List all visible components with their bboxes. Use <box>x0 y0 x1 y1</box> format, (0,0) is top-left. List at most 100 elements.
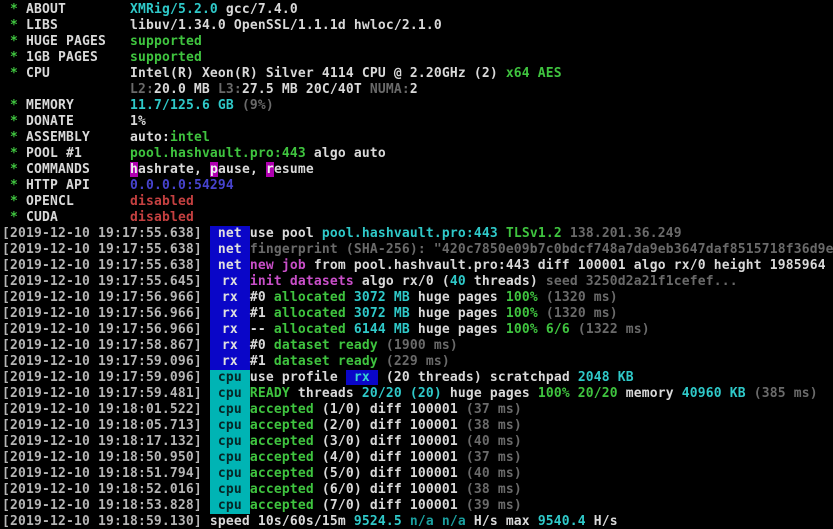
text-segment: LIBS <box>26 18 130 33</box>
timestamp: [2019-12-10 19:17:55.645] <box>2 274 202 289</box>
log-line: [2019-12-10 19:18:53.828] cpu accepted (7/… <box>2 498 833 514</box>
text-segment: 138.201.36.249 <box>569 226 682 241</box>
text-segment: * <box>2 2 26 17</box>
rx-badge: rx <box>209 354 250 370</box>
text-segment: seed 3250d2a21f1cefef... <box>545 274 738 289</box>
text-segment: (4/0) diff 100001 <box>321 450 466 465</box>
text-segment: (1322 ms) <box>577 322 650 337</box>
text-segment: H/s max <box>473 514 538 529</box>
timestamp: [2019-12-10 19:18:59.130] <box>2 514 202 529</box>
timestamp: [2019-12-10 19:17:58.867] <box>2 338 202 353</box>
text-segment: libuv/1.34.0 OpenSSL/1.1.1d hwloc/2.1.0 <box>129 18 442 33</box>
timestamp: [2019-12-10 19:18:53.828] <box>2 498 202 513</box>
text-segment: 1GB PAGES <box>26 50 130 65</box>
text-segment: * <box>2 162 26 177</box>
text-segment: (2/0) diff 100001 <box>321 418 466 433</box>
text-segment: * <box>2 210 26 225</box>
text-segment: pool.hashvault.pro:443 <box>321 226 506 241</box>
timestamp: [2019-12-10 19:17:55.638] <box>2 258 202 273</box>
config-line: * HUGE PAGES supported <box>2 34 833 50</box>
text-segment: use pool <box>249 226 322 241</box>
text-segment <box>2 82 130 97</box>
rx-badge: rx <box>209 322 250 338</box>
text-segment: 0.0.0.0:54294 <box>129 178 234 193</box>
text-segment: POOL #1 <box>26 146 130 161</box>
text-segment: 3072 MB <box>353 290 418 305</box>
timestamp: [2019-12-10 19:17:59.096] <box>2 354 202 369</box>
text-segment: intel <box>169 130 210 145</box>
log-line: [2019-12-10 19:17:55.645] rx init datasets… <box>2 274 833 290</box>
text-segment: ashrate, <box>137 162 210 177</box>
text-segment: dataset ready <box>273 338 386 353</box>
text-segment: 9540.4 <box>537 514 594 529</box>
text-segment: (37 ms) <box>465 402 522 417</box>
text-segment: #1 <box>249 354 274 369</box>
rx-badge: rx <box>209 274 250 290</box>
text-segment: disabled <box>129 194 194 209</box>
text-segment: huge pages <box>441 386 538 401</box>
text-segment: disabled <box>129 210 194 225</box>
text-segment: use profile <box>249 370 346 385</box>
text-segment: 27.5 MB 20C/40T <box>241 82 370 97</box>
timestamp: [2019-12-10 19:17:55.638] <box>2 226 202 241</box>
text-segment: OPENCL <box>26 194 130 209</box>
log-line: [2019-12-10 19:18:52.016] cpu accepted (6/… <box>2 482 833 498</box>
text-segment: NUMA: <box>369 82 410 97</box>
text-segment: 1% <box>129 114 146 129</box>
cpu-badge: cpu <box>209 402 250 418</box>
text-segment: * <box>2 18 26 33</box>
log-line: [2019-12-10 19:18:50.950] cpu accepted (4/… <box>2 450 833 466</box>
rx-badge: rx <box>209 306 250 322</box>
text-segment: 40 <box>449 274 466 289</box>
text-segment: * <box>2 34 26 49</box>
text-segment: supported <box>129 50 202 65</box>
text-segment: (5/0) diff 100001 <box>321 466 466 481</box>
text-segment: allocated <box>273 290 354 305</box>
text-segment: pool.hashvault.pro:443 <box>129 146 306 161</box>
text-segment: READY <box>249 386 290 401</box>
rx-badge: rx <box>209 290 250 306</box>
timestamp: [2019-12-10 19:17:59.096] <box>2 370 202 385</box>
text-segment: (39 ms) <box>465 498 522 513</box>
text-segment: (1320 ms) <box>545 306 618 321</box>
log-line: [2019-12-10 19:18:05.713] cpu accepted (2/… <box>2 418 833 434</box>
text-segment: TLSv1.2 <box>505 226 570 241</box>
config-line: * POOL #1 pool.hashvault.pro:443 algo au… <box>2 146 833 162</box>
text-segment: esume <box>273 162 314 177</box>
config-line: * MEMORY 11.7/125.6 GB (9%) <box>2 98 833 114</box>
text-segment: (37 ms) <box>465 450 522 465</box>
log-line: [2019-12-10 19:17:56.966] rx #0 allocated … <box>2 290 833 306</box>
config-line: * HTTP API 0.0.0.0:54294 <box>2 178 833 194</box>
log-line: [2019-12-10 19:17:55.638] net new job from… <box>2 258 833 274</box>
net-badge: net <box>209 258 250 274</box>
text-segment: accepted <box>249 450 322 465</box>
config-line: * ASSEMBLY auto:intel <box>2 130 833 146</box>
text-segment: #0 <box>249 290 274 305</box>
text-segment: r <box>265 162 274 177</box>
timestamp: [2019-12-10 19:17:56.966] <box>2 290 202 305</box>
text-segment: allocated <box>273 306 354 321</box>
text-segment: gcc/7.4.0 <box>217 2 298 17</box>
config-line: * DONATE 1% <box>2 114 833 130</box>
text-segment: -- <box>249 322 274 337</box>
timestamp: [2019-12-10 19:18:51.794] <box>2 466 202 481</box>
timestamp: [2019-12-10 19:17:55.638] <box>2 242 202 257</box>
cpu-badge: cpu <box>209 418 250 434</box>
text-segment: 20/20 (20) <box>361 386 442 401</box>
text-segment: from pool.hashvault.pro:443 diff 100001 … <box>305 258 826 273</box>
text-segment: Intel(R) Xeon(R) Silver 4114 CPU @ 2.20G… <box>129 66 506 81</box>
text-segment: * <box>2 50 26 65</box>
text-segment: huge pages <box>417 322 506 337</box>
timestamp: [2019-12-10 19:17:59.481] <box>2 386 202 401</box>
text-segment: ASSEMBLY <box>26 130 130 145</box>
text-segment: 2 <box>409 82 418 97</box>
text-segment: XMRig/5.2.0 <box>129 2 218 17</box>
config-line: * CPU Intel(R) Xeon(R) Silver 4114 CPU @… <box>2 66 833 82</box>
log-line: [2019-12-10 19:17:59.481] cpu READY thread… <box>2 386 833 402</box>
log-line: [2019-12-10 19:17:55.638] net fingerprint … <box>2 242 833 258</box>
config-line: * ABOUT XMRig/5.2.0 gcc/7.4.0 <box>2 2 833 18</box>
text-segment: accepted <box>249 402 322 417</box>
text-segment: L2: <box>129 82 154 97</box>
text-segment: accepted <box>249 466 322 481</box>
